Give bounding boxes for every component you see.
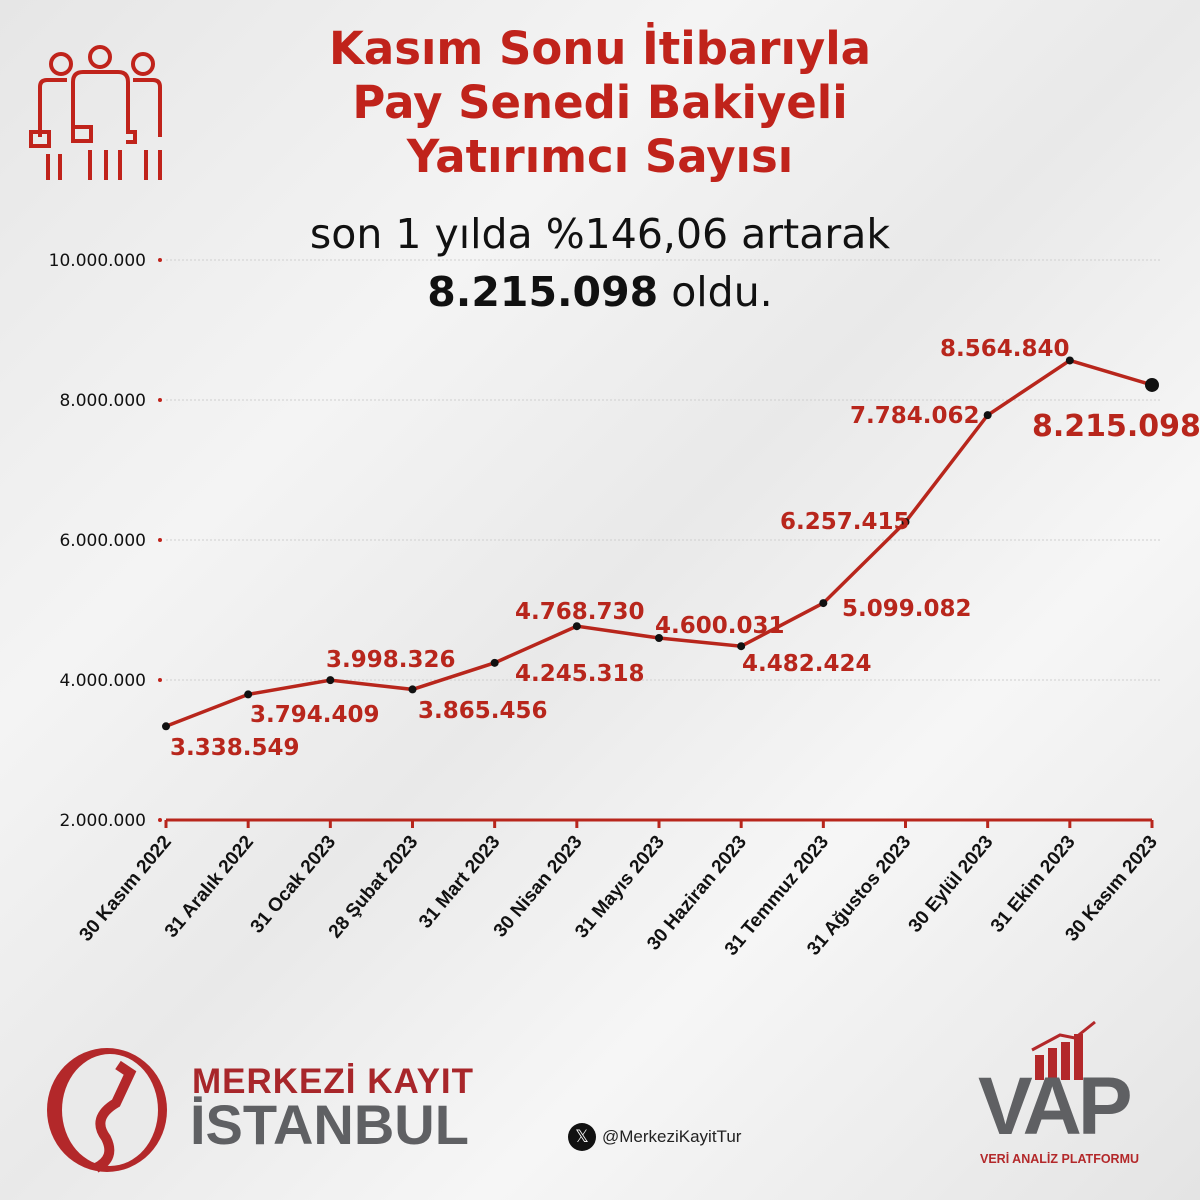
title-line-2: Pay Senedi Bakiyeli xyxy=(352,76,848,129)
data-label: 5.099.082 xyxy=(842,596,972,622)
mkk-logo-line1: MERKEZİ KAYIT xyxy=(192,1062,475,1101)
x-tick-label: 30 Eylül 2023 xyxy=(905,832,998,937)
vap-chart-icon xyxy=(1031,1020,1096,1080)
data-point xyxy=(1065,356,1074,365)
data-point xyxy=(244,690,253,699)
x-tick-label: 30 Nisan 2023 xyxy=(490,832,587,942)
data-point xyxy=(490,658,499,667)
data-point xyxy=(572,622,581,631)
data-point xyxy=(408,685,417,694)
subtitle-line-2: 8.215.098 oldu. xyxy=(150,268,1050,316)
data-point xyxy=(983,411,992,420)
data-point xyxy=(819,599,828,608)
y-tick-mark xyxy=(158,258,162,262)
title-line-3: Yatırımcı Sayısı xyxy=(406,130,794,183)
x-tick-label: 31 Ekim 2023 xyxy=(987,832,1080,937)
x-tick-label: 31 Mart 2023 xyxy=(415,832,504,933)
people-group-icon xyxy=(29,45,162,180)
series-line xyxy=(165,358,1153,728)
y-tick-label: 10.000.000 xyxy=(49,251,146,271)
data-label: 7.784.062 xyxy=(850,403,980,429)
data-label: 3.865.456 xyxy=(418,698,548,724)
chart-title: Kasım Sonu İtibarıyla Pay Senedi Bakiyel… xyxy=(200,22,1000,184)
data-label: 3.338.549 xyxy=(170,735,300,761)
x-tick-label: 31 Mayıs 2023 xyxy=(571,832,669,943)
vap-tagline: VERİ ANALİZ PLATFORMU xyxy=(980,1152,1140,1166)
data-label: 8.564.840 xyxy=(940,336,1070,362)
data-point xyxy=(901,517,910,526)
subtitle-value: 8.215.098 xyxy=(427,268,659,316)
x-tick-label: 28 Şubat 2023 xyxy=(325,832,423,943)
title-line-1: Kasım Sonu İtibarıyla xyxy=(328,22,872,75)
subtitle-line-1: son 1 yılda %146,06 artarak xyxy=(309,210,891,258)
data-point xyxy=(655,633,663,642)
data-point xyxy=(737,642,746,651)
x-tick-label: 31 Aralık 2022 xyxy=(161,832,258,942)
data-label: 8.215.098 xyxy=(1032,409,1200,444)
data-label: 4.600.031 xyxy=(655,613,785,639)
y-tick-mark xyxy=(158,818,162,822)
y-tick-label: 2.000.000 xyxy=(59,811,146,831)
data-label: 4.245.318 xyxy=(515,661,645,687)
data-label: 6.257.415 xyxy=(780,509,910,535)
y-tick-label: 6.000.000 xyxy=(59,531,146,551)
y-tick-mark xyxy=(158,678,162,682)
vap-logo: VAP xyxy=(978,1061,1133,1152)
data-label: 3.794.409 xyxy=(250,702,380,728)
x-logo-icon: 𝕏 xyxy=(568,1123,596,1151)
data-label: 3.998.326 xyxy=(326,647,456,673)
mkk-emblem-icon xyxy=(47,1048,167,1173)
social-handle: @MerkeziKayitTur xyxy=(602,1127,742,1146)
y-tick-mark xyxy=(158,538,162,542)
x-tick-label: 31 Ocak 2023 xyxy=(247,832,341,938)
data-point xyxy=(1145,377,1159,392)
subtitle-suffix: oldu. xyxy=(671,268,773,316)
data-label: 4.768.730 xyxy=(515,599,645,625)
data-point xyxy=(162,722,170,731)
data-label: 4.482.424 xyxy=(742,651,872,677)
mkk-logo-line2: İSTANBUL xyxy=(190,1093,469,1156)
y-tick-label: 8.000.000 xyxy=(59,391,146,411)
social-handle-link[interactable]: 𝕏 @MerkeziKayitTur xyxy=(568,1123,741,1151)
y-tick-mark xyxy=(158,398,162,402)
data-point xyxy=(326,676,335,685)
y-tick-label: 4.000.000 xyxy=(59,671,146,691)
